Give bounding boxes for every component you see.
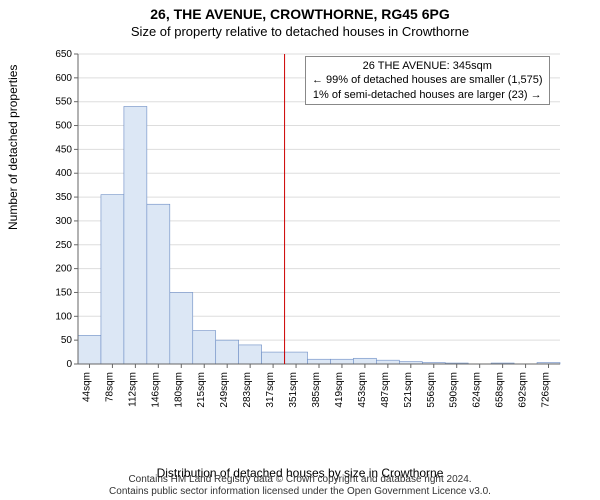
svg-text:556sqm: 556sqm	[426, 372, 437, 408]
svg-text:250: 250	[55, 240, 72, 251]
svg-text:385sqm: 385sqm	[311, 372, 322, 408]
svg-text:624sqm: 624sqm	[472, 372, 483, 408]
svg-text:100: 100	[55, 311, 72, 322]
svg-text:692sqm: 692sqm	[518, 372, 529, 408]
subtitle: Size of property relative to detached ho…	[0, 22, 600, 39]
annotation-box: 26 THE AVENUE: 345sqm ← 99% of detached …	[305, 56, 550, 105]
svg-text:590sqm: 590sqm	[449, 372, 460, 408]
svg-text:500: 500	[55, 121, 72, 132]
svg-text:317sqm: 317sqm	[265, 372, 276, 408]
svg-text:658sqm: 658sqm	[495, 372, 506, 408]
svg-text:487sqm: 487sqm	[380, 372, 391, 408]
svg-text:300: 300	[55, 216, 72, 227]
footer-line2: Contains public sector information licen…	[0, 486, 600, 498]
svg-text:200: 200	[55, 264, 72, 275]
svg-text:400: 400	[55, 168, 72, 179]
svg-text:150: 150	[55, 287, 72, 298]
page-title: 26, THE AVENUE, CROWTHORNE, RG45 6PG	[0, 0, 600, 22]
svg-text:50: 50	[61, 335, 73, 346]
footer-line1: Contains HM Land Registry data © Crown c…	[0, 474, 600, 486]
chart-svg: 0 50 100 150 200 250 300 350 400 450 500 550 600 650 4…	[48, 50, 568, 420]
svg-text:215sqm: 215sqm	[196, 372, 207, 408]
svg-text:146sqm: 146sqm	[150, 372, 161, 408]
svg-text:600: 600	[55, 73, 72, 84]
annot-line2: ← 99% of detached houses are smaller (1,…	[312, 73, 543, 87]
svg-text:44sqm: 44sqm	[81, 372, 92, 402]
svg-text:78sqm: 78sqm	[104, 372, 115, 402]
svg-text:283sqm: 283sqm	[242, 372, 253, 408]
svg-text:419sqm: 419sqm	[334, 372, 345, 408]
svg-text:0: 0	[66, 359, 72, 370]
annot-line1: 26 THE AVENUE: 345sqm	[312, 59, 543, 73]
annot-line3: 1% of semi-detached houses are larger (2…	[312, 88, 543, 102]
svg-text:726sqm: 726sqm	[541, 372, 552, 408]
svg-text:180sqm: 180sqm	[173, 372, 184, 408]
svg-text:550: 550	[55, 97, 72, 108]
y-axis-label: Number of detached properties	[6, 65, 20, 230]
svg-text:650: 650	[55, 50, 72, 60]
svg-text:112sqm: 112sqm	[127, 372, 138, 407]
footer: Contains HM Land Registry data © Crown c…	[0, 474, 600, 498]
histogram-chart: 0 50 100 150 200 250 300 350 400 450 500 550 600 650 4…	[48, 50, 568, 420]
svg-text:453sqm: 453sqm	[357, 372, 368, 408]
svg-text:521sqm: 521sqm	[403, 372, 414, 408]
svg-text:450: 450	[55, 144, 72, 155]
svg-text:249sqm: 249sqm	[219, 372, 230, 408]
svg-text:350: 350	[55, 192, 72, 203]
svg-text:351sqm: 351sqm	[288, 372, 299, 408]
